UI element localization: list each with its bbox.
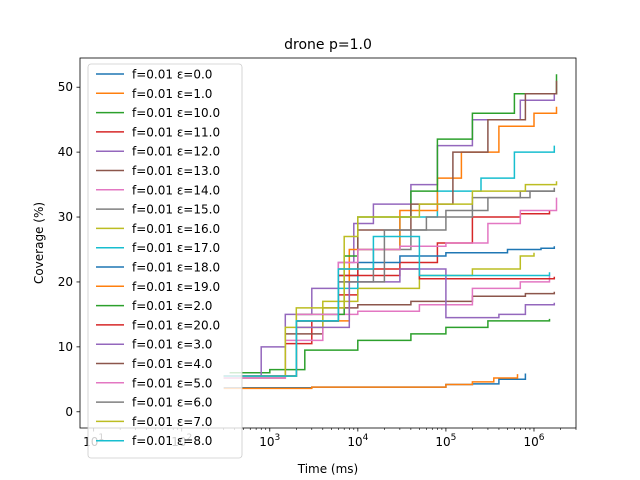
- series-line-1: [223, 374, 519, 390]
- legend-entry-5: f=0.01 ε=13.0: [132, 164, 220, 178]
- series-line-5: [223, 291, 556, 379]
- series-line-19: [223, 235, 551, 377]
- legend-entry-8: f=0.01 ε=16.0: [132, 222, 220, 236]
- plot-frame: [79, 57, 577, 429]
- series-line-14: [223, 268, 556, 377]
- series-layer: [223, 74, 558, 390]
- y-tick-label-2: 20: [58, 275, 73, 289]
- x-tick-label-5: 106: [523, 433, 544, 449]
- legend-entry-3: f=0.01 ε=11.0: [132, 125, 220, 139]
- y-axis-label: Coverage (%): [32, 202, 46, 284]
- y-tick-label-1: 10: [58, 340, 73, 354]
- legend-entry-2: f=0.01 ε=10.0: [132, 106, 220, 120]
- legend-entry-17: f=0.01 ε=6.0: [132, 396, 212, 410]
- legend-entry-14: f=0.01 ε=3.0: [132, 338, 212, 352]
- legend-entry-13: f=0.01 ε=20.0: [132, 318, 220, 332]
- legend-entry-10: f=0.01 ε=18.0: [132, 261, 220, 275]
- series-line-2: [229, 318, 551, 374]
- legend-entry-1: f=0.01 ε=1.0: [132, 87, 212, 101]
- legend-box: [87, 63, 243, 459]
- legend-entry-12: f=0.01 ε=2.0: [132, 299, 212, 313]
- legend-entry-16: f=0.01 ε=5.0: [132, 376, 212, 390]
- y-tick-label-0: 0: [65, 405, 73, 419]
- series-line-18: [223, 181, 558, 377]
- legend-entry-6: f=0.01 ε=14.0: [132, 183, 220, 197]
- legend: f=0.01 ε=0.0 f=0.01 ε=1.0 f=0.01 ε=10.0 f=0…: [87, 63, 243, 459]
- x-axis-label: Time (ms): [297, 462, 359, 476]
- legend-entry-11: f=0.01 ε=19.0: [132, 280, 220, 294]
- chart-title: drone p=1.0: [284, 37, 372, 53]
- legend-entry-9: f=0.01 ε=17.0: [132, 241, 220, 255]
- x-tick-label-4: 105: [435, 433, 456, 449]
- x-tick-label-3: 104: [347, 433, 368, 449]
- y-tick-label-4: 40: [58, 145, 73, 159]
- legend-entry-18: f=0.01 ε=7.0: [132, 415, 212, 429]
- x-tick-label-2: 103: [259, 433, 280, 449]
- legend-entry-0: f=0.01 ε=0.0: [132, 68, 212, 82]
- legend-entry-15: f=0.01 ε=4.0: [132, 357, 212, 371]
- series-line-6: [223, 275, 551, 379]
- y-tick-label-3: 30: [58, 210, 73, 224]
- legend-entry-4: f=0.01 ε=12.0: [132, 145, 220, 159]
- legend-entry-7: f=0.01 ε=15.0: [132, 203, 220, 217]
- y-axis-ticks: 0 10 20 30 40 50: [58, 80, 80, 419]
- y-tick-label-5: 50: [58, 80, 73, 94]
- series-line-16: [223, 197, 558, 377]
- legend-entry-19: f=0.01 ε=8.0: [132, 434, 212, 448]
